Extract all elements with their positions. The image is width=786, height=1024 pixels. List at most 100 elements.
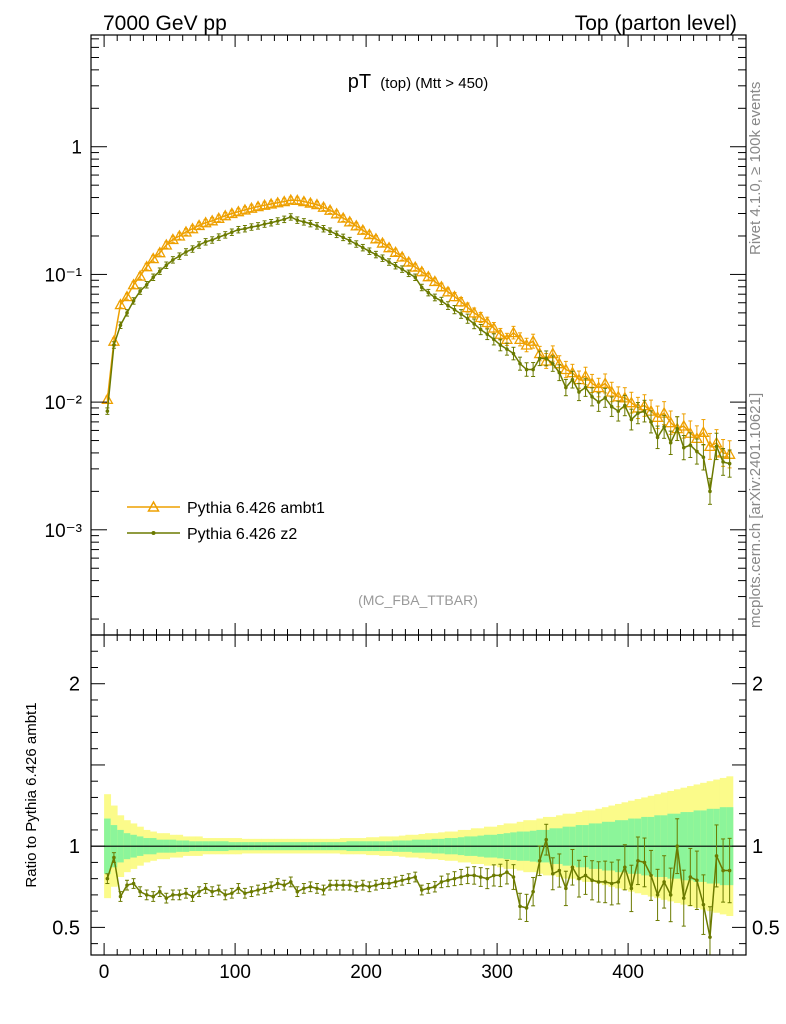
ambt1-marker [317,200,330,212]
z2-marker [681,445,686,450]
ratio-marker [596,880,601,884]
ratio-marker [171,893,175,897]
ambt1-marker [310,198,324,210]
ambt1-marker [120,290,134,302]
ratio-marker [295,889,300,894]
ratio-marker [524,906,529,910]
ratio-marker [367,884,372,889]
z2-marker [236,227,241,232]
ambt1-marker [251,200,265,212]
ratio-marker [727,868,732,873]
ratio-marker [478,875,483,879]
rivet-version-label: Rivet 4.1.0, ≥ 100k events [747,82,764,255]
header-right-label: Top (parton level) [575,12,737,35]
z2-marker [177,254,182,258]
z2-marker [131,299,136,303]
z2-marker [668,441,673,445]
x-tick-label: 400 [612,962,644,983]
ambt1-marker [363,228,376,240]
ratio-marker [164,896,169,900]
z2-marker [295,218,300,222]
z2-marker [210,238,214,242]
z2-marker [688,443,693,447]
ratio-marker [184,891,188,896]
z2-marker [636,411,640,415]
ambt1-marker [664,416,677,428]
ratio-marker [341,883,345,887]
x-tick-label: 300 [481,962,513,983]
ratio-marker [629,886,634,891]
ratio-marker [125,883,129,887]
z2-marker [151,275,156,280]
z2-marker [243,226,247,231]
ratio-marker [321,888,326,892]
y-tick-label: 1 [71,138,82,159]
ratio-marker [492,873,496,878]
ratio-plot-panel: 0 100 200 300 400 0.5 0.5 1 1 2 2 Ratio to Pythia … [23,634,780,983]
z2-marker [105,409,110,413]
ambt1-marker [153,246,166,258]
ratio-marker [400,878,404,883]
ratio-marker [288,880,293,884]
ratio-y-tick-label-right: 0.5 [752,917,780,939]
ratio-marker [550,871,555,876]
ratio-marker [616,880,621,884]
z2-marker [577,390,581,394]
z2-marker [531,367,535,372]
ratio-marker [472,873,476,878]
y-tick-label: 10⁻² [45,393,83,414]
ambt1-marker [114,298,127,310]
z2-marker [125,311,129,315]
ratio-marker [446,878,450,883]
ratio-marker [714,854,719,858]
ratio-marker [131,881,136,886]
ambt1-marker [409,260,422,272]
series-line-0 [106,199,730,456]
plot-title: pT (top) (Mtt > 450) [348,71,489,93]
ratio-marker [387,881,391,886]
z2-marker [701,455,706,460]
z2-marker [164,263,169,268]
x-tick-label: 100 [219,962,251,983]
ratio-marker [642,860,647,865]
ambt1-marker [468,306,481,318]
ratio-marker [374,883,378,887]
z2-marker [655,435,660,440]
z2-marker [426,290,431,295]
z2-marker [256,224,260,228]
ratio-marker [452,876,457,881]
z2-marker [275,219,280,223]
z2-marker [406,271,411,276]
z2-marker [492,337,496,342]
z2-marker [518,361,522,366]
z2-marker [203,240,208,244]
x-tick-label: 0 [99,962,110,983]
ambt1-marker [625,396,638,408]
legend: Pythia 6.426 ambt1 Pythia 6.426 z2 [127,500,325,543]
ratio-marker [138,889,142,894]
ratio-marker [236,886,241,891]
z2-marker [537,356,542,361]
ambt1-marker [389,245,402,257]
ratio-marker [721,868,725,873]
z2-marker [524,367,529,372]
x-tick-label: 200 [350,962,382,983]
ambt1-marker [284,193,297,205]
z2-marker [721,460,725,464]
ratio-marker [315,886,319,891]
ratio-y-tick-label: 0.5 [52,917,80,939]
ratio-marker [393,880,398,884]
ratio-marker [649,873,653,878]
z2-marker [367,249,372,254]
ratio-marker [105,876,110,881]
ratio-marker [505,870,509,874]
ratio-marker [230,891,234,896]
ratio-marker [498,873,503,878]
z2-marker [269,220,273,225]
ratio-marker [144,893,149,897]
ambt1-marker [304,196,317,208]
z2-marker [197,243,201,247]
z2-marker [230,230,234,235]
ambt1-marker [291,194,304,206]
ratio-marker [197,889,201,894]
